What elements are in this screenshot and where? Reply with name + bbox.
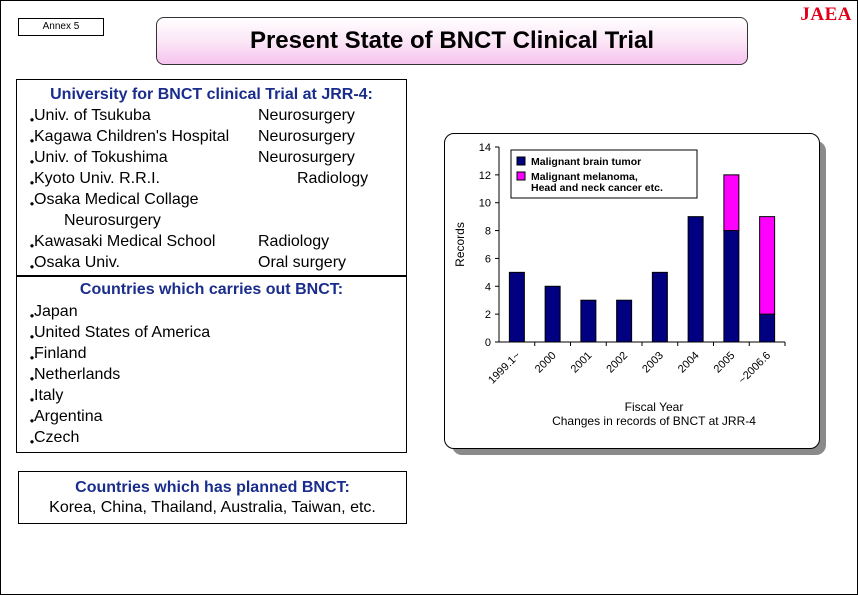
bullet-dot: ・ bbox=[24, 414, 41, 431]
legend-label: Malignant brain tumor bbox=[531, 156, 641, 168]
bar-segment bbox=[723, 230, 740, 343]
page-title: Present State of BNCT Clinical Trial bbox=[156, 17, 748, 65]
university-department: Neurosurgery bbox=[258, 128, 355, 145]
legend-label: Malignant melanoma, bbox=[531, 171, 638, 183]
country-name: Italy bbox=[34, 387, 64, 404]
country-name: Finland bbox=[34, 345, 87, 362]
x-tick-label: 2000 bbox=[533, 350, 559, 376]
country-name: United States of America bbox=[34, 324, 211, 341]
countries-active-heading: Countries which carries out BNCT: bbox=[79, 281, 344, 298]
bar-segment bbox=[651, 271, 668, 343]
jaea-logo: JAEA bbox=[800, 4, 852, 25]
bar-segment bbox=[544, 285, 561, 343]
bullet-dot: ・ bbox=[24, 197, 41, 214]
y-tick-label: 10 bbox=[479, 198, 491, 210]
bullet-dot: ・ bbox=[24, 176, 41, 193]
x-tick-label: 2003 bbox=[640, 350, 666, 376]
countries-active-box: Countries which carries out BNCT: ・ Japan… bbox=[16, 276, 407, 453]
bar-segment bbox=[616, 299, 633, 343]
university-name: Osaka Medical Collage bbox=[34, 191, 199, 208]
university-name: Kawasaki Medical School bbox=[34, 233, 216, 250]
x-tick-label: 2002 bbox=[604, 350, 630, 376]
university-name: Kagawa Children's Hospital bbox=[34, 128, 230, 145]
university-department: Neurosurgery bbox=[258, 149, 355, 166]
bar-segment bbox=[723, 174, 740, 232]
y-tick-label: 0 bbox=[485, 337, 491, 349]
university-heading: University for BNCT clinical Trial at JR… bbox=[50, 86, 373, 103]
bullet-dot: ・ bbox=[24, 372, 41, 389]
university-name: Univ. of Tsukuba bbox=[34, 107, 151, 124]
bullet-dot: ・ bbox=[24, 113, 41, 130]
bullet-dot: ・ bbox=[24, 393, 41, 410]
bullet-dot: ・ bbox=[24, 260, 41, 277]
bnct-records-chart: 0 2 4 6 8 10 12 14 Records 1999.1~ 2000 2001 2002 200… bbox=[453, 142, 786, 428]
bar-segment bbox=[508, 271, 525, 343]
university-name: Univ. of Tokushima bbox=[34, 149, 168, 166]
university-name: Kyoto Univ. R.R.I. bbox=[34, 170, 160, 187]
bullet-dot: ・ bbox=[24, 309, 41, 326]
bullet-dot: ・ bbox=[24, 239, 41, 256]
bullet-dot: ・ bbox=[24, 134, 41, 151]
y-tick-label: 8 bbox=[485, 226, 491, 238]
legend-label: Head and neck cancer etc. bbox=[531, 182, 663, 194]
y-tick-label: 12 bbox=[479, 170, 491, 182]
y-axis-label: Records bbox=[453, 222, 467, 267]
university-department: Radiology bbox=[258, 233, 330, 250]
x-axis-label: Fiscal Year bbox=[625, 400, 684, 414]
chart-caption: Changes in records of BNCT at JRR-4 bbox=[552, 414, 756, 428]
country-name: Japan bbox=[34, 303, 78, 320]
university-department: Radiology bbox=[297, 170, 369, 187]
x-tick-label: ~2006.6 bbox=[736, 350, 773, 387]
legend-box bbox=[510, 149, 698, 199]
x-tick-label: 2001 bbox=[569, 350, 595, 376]
country-name: Netherlands bbox=[34, 366, 121, 383]
country-name: Argentina bbox=[34, 408, 103, 425]
countries-planned-box: Countries which has planned BNCT: Korea,… bbox=[18, 471, 407, 524]
annex-label: Annex 5 bbox=[18, 18, 104, 36]
bullet-dot: ・ bbox=[24, 435, 41, 452]
x-tick-label: 1999.1~ bbox=[486, 350, 523, 387]
country-name: Czech bbox=[34, 429, 80, 446]
university-department: Oral surgery bbox=[258, 254, 347, 271]
legend-swatch bbox=[516, 171, 526, 181]
bullet-dot: ・ bbox=[24, 155, 41, 172]
bullet-dot: ・ bbox=[24, 330, 41, 347]
y-tick-label: 2 bbox=[485, 309, 491, 321]
countries-planned-text: Korea, China, Thailand, Australia, Taiwa… bbox=[49, 499, 376, 516]
university-box: University for BNCT clinical Trial at JR… bbox=[16, 79, 407, 277]
legend-swatch bbox=[516, 156, 526, 166]
bar-segment bbox=[580, 299, 597, 343]
x-tick-label: 2005 bbox=[712, 350, 738, 376]
university-department: Neurosurgery bbox=[64, 212, 161, 229]
y-tick-label: 4 bbox=[485, 281, 491, 293]
bullet-dot: ・ bbox=[24, 351, 41, 368]
y-tick-label: 6 bbox=[485, 253, 491, 265]
countries-planned-heading: Countries which has planned BNCT: bbox=[75, 479, 350, 496]
chart-panel: 0 2 4 6 8 10 12 14 Records 1999.1~ 2000 2001 2002 200… bbox=[444, 133, 820, 449]
x-tick-label: 2004 bbox=[676, 350, 702, 376]
university-department: Neurosurgery bbox=[258, 107, 355, 124]
bar-segment bbox=[759, 216, 776, 315]
bar-segment bbox=[687, 216, 704, 343]
y-tick-label: 14 bbox=[479, 142, 491, 154]
university-name: Osaka Univ. bbox=[34, 254, 120, 271]
bar-segment bbox=[759, 313, 776, 343]
